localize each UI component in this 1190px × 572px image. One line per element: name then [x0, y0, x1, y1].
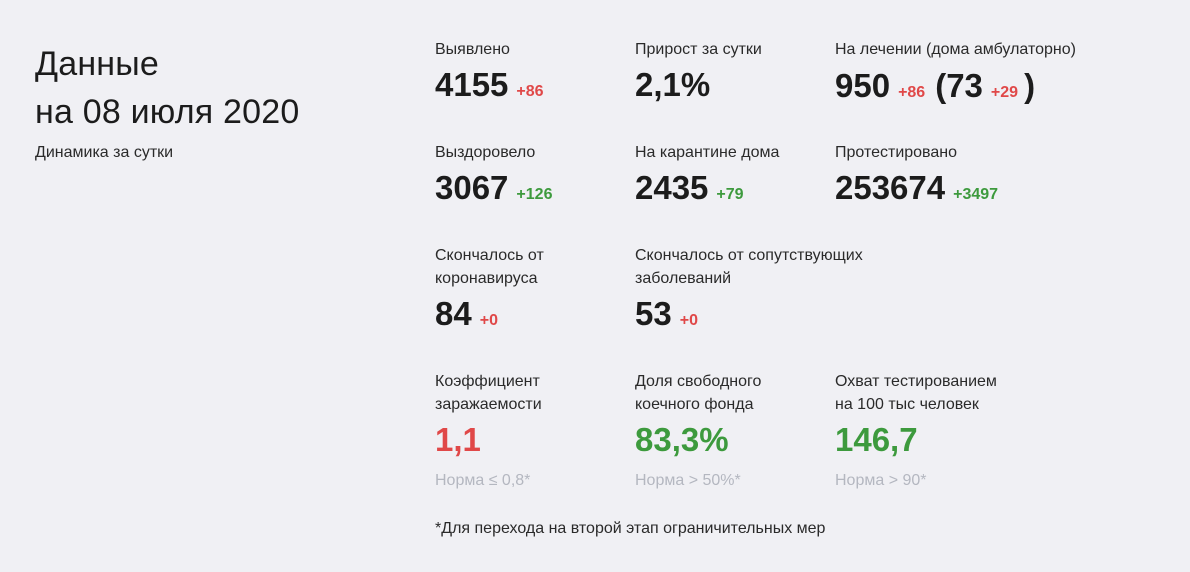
stat-quarantine: На карантине дома 2435 +79 — [635, 141, 779, 206]
stat-value: 1,1 — [435, 421, 481, 458]
stat-label-line1: Скончалось от сопутствующих — [635, 247, 863, 264]
stat-free-beds: Доля свободного коечного фонда 83,3% Нор… — [635, 370, 761, 490]
stat-home-delta: +29 — [990, 84, 1019, 101]
stat-delta: +3497 — [953, 186, 999, 203]
stat-label-line2: на 100 тыс человек — [835, 396, 979, 413]
stat-detected: Выявлено 4155 +86 — [435, 38, 544, 103]
stat-value: 83,3% — [635, 421, 729, 458]
stat-label-line2: коронавируса — [435, 270, 538, 287]
stat-delta: +79 — [716, 186, 744, 203]
stat-label: Выздоровело — [435, 144, 536, 161]
page-subtitle: Динамика за сутки — [35, 144, 174, 161]
stat-norm: Норма ≤ 0,8* — [435, 472, 531, 489]
stat-label-line1: Доля свободного — [635, 373, 762, 390]
stat-treatment: На лечении (дома амбулаторно) 950 +86 ( … — [835, 38, 1076, 105]
stat-value: 146,7 — [835, 421, 918, 458]
stat-label-line1: Скончалось от — [435, 247, 544, 264]
stat-label: На карантине дома — [635, 144, 780, 161]
stat-label-line1: Коэффициент — [435, 373, 540, 390]
stat-label: Прирост за сутки — [635, 41, 762, 58]
stat-label-line1: Охват тестированием — [835, 373, 997, 390]
stat-value: 84 — [435, 295, 472, 332]
stat-label: Протестировано — [835, 144, 958, 161]
stat-died-covid: Скончалось от коронавируса 84 +0 — [435, 244, 544, 332]
footnote: *Для перехода на второй этап ограничител… — [435, 520, 826, 537]
page-title-line1: Данные — [35, 45, 160, 83]
stat-died-other: Скончалось от сопутствующих заболеваний … — [635, 244, 863, 332]
stat-norm: Норма > 90* — [835, 472, 927, 489]
stat-delta: +0 — [479, 312, 498, 329]
stat-norm: Норма > 50%* — [635, 472, 741, 489]
stat-label-line2: заражаемости — [435, 396, 542, 413]
stat-delta: +86 — [516, 83, 544, 100]
stat-delta: +0 — [679, 312, 698, 329]
stat-label: На лечении (дома амбулаторно) — [835, 41, 1076, 58]
header-block: Данные на 08 июля 2020 Динамика за сутки — [35, 40, 395, 162]
stat-label-line2: коечного фонда — [635, 396, 754, 413]
stat-value: 3067 — [435, 169, 509, 206]
stat-label: Выявлено — [435, 41, 510, 58]
stat-infection-rate: Коэффициент заражаемости 1,1 Норма ≤ 0,8… — [435, 370, 542, 490]
stat-growth: Прирост за сутки 2,1% — [635, 38, 762, 103]
stat-delta: +86 — [898, 84, 926, 101]
stat-value: 2435 — [635, 169, 709, 206]
page-title-line2: на 08 июля 2020 — [35, 93, 300, 131]
stat-value: 2,1% — [635, 66, 711, 103]
stat-value: 950 — [835, 67, 891, 104]
stat-delta: +126 — [516, 186, 553, 203]
stat-value: 253674 — [835, 169, 946, 206]
stat-label-line2: заболеваний — [635, 270, 732, 287]
open-paren: ( — [935, 67, 947, 104]
close-paren: ) — [1024, 67, 1036, 104]
stat-value: 53 — [635, 295, 672, 332]
stat-recovered: Выздоровело 3067 +126 — [435, 141, 552, 206]
stat-tested: Протестировано 253674 +3497 — [835, 141, 998, 206]
stat-test-coverage: Охват тестированием на 100 тыс человек 1… — [835, 370, 997, 490]
stat-home-value: 73 — [946, 67, 983, 104]
stat-value: 4155 — [435, 66, 509, 103]
